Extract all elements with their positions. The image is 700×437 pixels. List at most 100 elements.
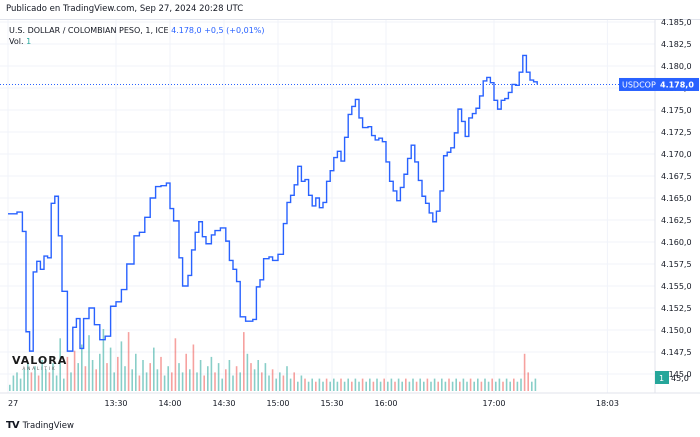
- volume-bar: [88, 335, 90, 391]
- y-tick-label: 4.172,5: [661, 128, 692, 137]
- x-tick-label: 15:00: [266, 399, 289, 408]
- volume-bars: [9, 329, 537, 391]
- time-axis: 27 13:30 14:00 14:30 15:00 15:30 16:00 17:00 18:…: [8, 399, 619, 408]
- volume-bar: [365, 381, 367, 391]
- volume-bar: [99, 353, 101, 391]
- volume-bar: [444, 381, 447, 391]
- volume-bar: [163, 375, 166, 391]
- volume-bar: [502, 381, 504, 391]
- published-caption: Publicado en TradingView.com, Sep 27, 20…: [6, 4, 244, 14]
- volume-bar: [109, 347, 112, 391]
- volume-bar: [462, 378, 465, 391]
- volume-label: Vol.: [9, 37, 24, 46]
- volume-bar: [387, 381, 389, 391]
- x-tick-label: 17:00: [482, 399, 505, 408]
- volume-bar: [329, 381, 331, 391]
- volume-bar: [397, 378, 400, 391]
- volume-bar: [250, 363, 252, 391]
- volume-bar: [120, 341, 123, 391]
- volume-bar: [286, 366, 288, 391]
- y-tick-label: 4.180,0: [661, 62, 692, 71]
- volume-bar: [243, 332, 245, 391]
- volume-bar: [235, 366, 238, 391]
- volume-bar: [300, 375, 303, 391]
- volume-bar: [509, 381, 511, 391]
- volume-bar: [520, 378, 522, 391]
- volume-axis-label: 45,0: [671, 374, 689, 383]
- volume-bar: [455, 378, 457, 391]
- price-tag: USDCOP 4.178,0: [619, 77, 699, 91]
- volume-bar: [228, 360, 231, 391]
- volume-bar: [289, 378, 292, 391]
- volume-bar: [37, 375, 40, 391]
- volume-bar: [181, 372, 184, 391]
- volume-bar: [379, 381, 382, 391]
- volume-bar: [138, 375, 141, 391]
- volume-bar: [325, 378, 328, 391]
- volume-bar: [239, 372, 241, 391]
- volume-bar: [66, 356, 69, 391]
- volume-bar: [117, 356, 119, 391]
- volume-bar: [41, 360, 43, 391]
- volume-bar: [415, 381, 418, 391]
- x-tick-label: 27: [8, 399, 18, 408]
- volume-bar: [84, 366, 87, 391]
- volume-bar: [527, 372, 529, 391]
- volume-bar: [257, 360, 259, 391]
- volume-bar: [207, 366, 209, 391]
- volume-bar: [253, 369, 256, 391]
- y-tick-label: 4.162,5: [661, 216, 692, 225]
- volume-bar: [354, 378, 357, 391]
- volume-bar: [261, 372, 263, 391]
- volume-bar: [531, 381, 533, 391]
- volume-bar: [322, 381, 324, 391]
- volume-bar: [369, 378, 371, 391]
- volume-bar: [430, 381, 432, 391]
- price-tag-symbol: USDCOP: [622, 80, 656, 89]
- volume-bar: [160, 356, 162, 391]
- volume-bar: [441, 378, 443, 391]
- volume-bar: [282, 375, 285, 391]
- volume-bar: [124, 366, 126, 391]
- x-tick-label: 18:03: [596, 399, 619, 408]
- watermark-name: VALORA: [12, 354, 68, 367]
- volume-bar: [271, 369, 274, 391]
- y-tick-label: 4.157,5: [661, 260, 692, 269]
- volume-bar: [9, 384, 11, 391]
- volume-bar: [268, 375, 270, 391]
- footer[interactable]: TV TradingView: [6, 420, 74, 431]
- y-tick-label: 4.155,0: [661, 282, 692, 291]
- volume-bar: [48, 372, 51, 391]
- y-tick-label: 4.165,0: [661, 194, 692, 203]
- x-tick-label: 15:30: [320, 399, 343, 408]
- y-tick-label: 4.170,0: [661, 150, 692, 159]
- volume-bar: [307, 381, 310, 391]
- volume-bar: [405, 378, 407, 391]
- volume-bar: [487, 381, 490, 391]
- volume-tag-value: 1: [659, 374, 664, 383]
- volume-bar: [81, 344, 83, 391]
- volume-bar: [523, 353, 526, 391]
- volume-bar: [210, 356, 213, 391]
- volume-bar: [203, 375, 205, 391]
- volume-bar: [225, 369, 227, 391]
- volume-bar: [246, 353, 249, 391]
- volume-bar: [27, 363, 29, 391]
- volume-bar: [59, 338, 61, 391]
- volume-value: 1: [26, 37, 32, 46]
- volume-bar: [19, 378, 22, 391]
- y-tick-label: 4.145,0: [661, 370, 692, 379]
- volume-bar: [52, 363, 54, 391]
- volume-bar: [498, 378, 501, 391]
- volume-tag: 1 45,0: [655, 371, 689, 384]
- volume-bar: [394, 381, 396, 391]
- volume-bar: [63, 378, 65, 391]
- volume-bar: [477, 378, 479, 391]
- volume-bar: [153, 347, 155, 391]
- volume-bar: [232, 375, 234, 391]
- volume-bar: [131, 369, 133, 391]
- volume-bar: [174, 338, 177, 391]
- volume-bar: [469, 378, 472, 391]
- x-tick-label: 13:30: [104, 399, 127, 408]
